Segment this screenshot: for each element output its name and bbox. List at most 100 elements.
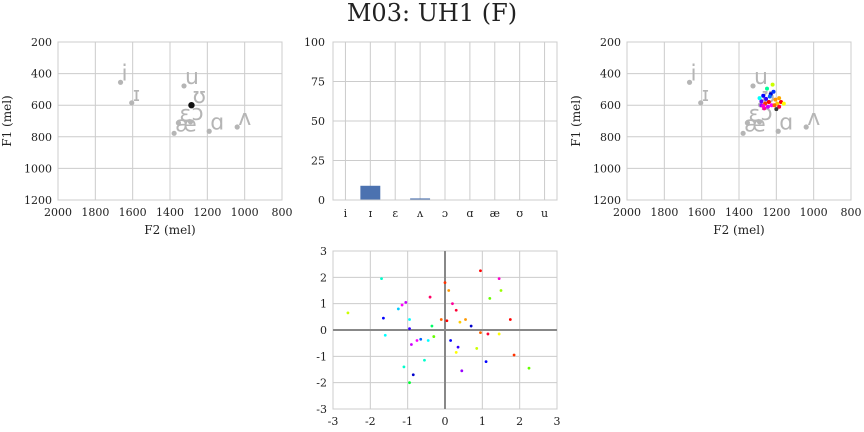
vowel-space-right-x-tick-label: 800 [841,206,862,219]
embedding-x-tick-label: -2 [365,415,376,428]
vowel-space-left-vowel-centroid [206,128,212,134]
vowel-space-right-frame-point [765,104,770,109]
embedding-point [484,360,488,363]
vowel-space-right-vowel-centroid [756,119,763,125]
vowel-space-right-vowel-centroid [750,83,756,89]
vowel-space-right-y-tick-label: 600 [600,99,621,112]
embedding-point [486,332,490,336]
vowel-bar-x-tick-label: ʌ [416,207,424,220]
vowel-space-left-current-point [188,102,195,109]
vowel-space-right-frame-point [765,86,769,91]
embedding-point [454,308,458,312]
vowel-space-left-x-tick-label: 1400 [156,206,184,219]
vowel-space-left-vowel-centroid [181,83,187,89]
vowel-space-right-vowel-centroid [698,100,704,106]
vowel-space-right-vowel-label: u [754,65,768,90]
embedding-point [527,366,531,370]
embedding-point [430,324,434,328]
vowel-space-right-frame-point [773,97,778,102]
vowel-space-left-vowel-label: æ [175,112,197,137]
vowel-space-right-vowel-label: ɛ [748,102,760,127]
vowel-space-left-x-axis-label: F2 (mel) [144,223,195,237]
embedding-y-tick-label: 0 [320,324,327,337]
vowel-space-right-frame-point [757,96,762,101]
vowel-space-right-frame [626,41,852,201]
embedding-point [499,289,503,292]
vowel-space-left-vowel-label: ɑ [210,110,224,135]
embedding-point [346,311,350,315]
vowel-bar-frame [332,41,558,201]
embedding-y-tick-label: -1 [316,350,327,363]
embedding-x-tick-label: 3 [554,415,561,428]
embedding-point [423,358,426,362]
embedding-point [479,269,482,273]
vowel-space-right-y-tick-label: 1000 [593,162,621,175]
vowel-space-right-y-tick-label: 1200 [593,194,621,207]
embedding-x-tick-label: 0 [442,415,449,428]
vowel-space-right-frame-point [769,103,774,108]
vowel-bar-x-tick-label: ɑ [466,207,473,220]
vowel-bar-x-tick-label: ɪ [369,207,373,220]
embedding-point [426,339,430,342]
embedding-point [411,373,415,377]
vowel-space-right-vowel-centroid [686,79,693,85]
vowel-space-right-y-axis-label: F1 (mel) [569,95,583,146]
embedding-point [475,347,479,350]
vowel-space-left-x-tick-label: 1600 [119,206,147,219]
embedding-point [380,277,383,281]
embedding-scatter-axes: -3 -2 -1 0 1 2 3 -3 -2 -1 0 1 2 3 [316,245,560,428]
embedding-point [410,343,413,346]
embedding-point [456,345,460,349]
vowel-space-right-vowel-label: ɪ [702,82,709,106]
embedding-point [382,316,385,320]
embedding-point [408,381,411,385]
vowel-space-left-vowel-centroid [234,124,240,130]
embedding-point [432,335,436,338]
vowel-space-right-frame-point [777,96,782,101]
vowel-space-right-frame-point [774,107,779,112]
embedding-point [460,369,464,373]
vowel-space-left-vowel-label: ɪ [133,82,140,106]
vowel-space-right-x-tick-label: 1000 [800,206,828,219]
vowel-space-right-frame-point [761,103,766,108]
embedding-point [383,333,387,337]
embedding-point [447,289,451,292]
vowel-space-right-vowel-label: ʌ [807,106,820,131]
embedding-point [408,327,411,331]
vowel-bar-bar [410,198,431,200]
vowel-space-left-vowel-label: ʊ [192,84,206,109]
vowel-space-right-vowel-label: æ [744,112,766,137]
vowel-space-right-vowel-label: i [691,61,697,86]
embedding-point [479,331,482,335]
vowel-space-left-frame [57,41,283,201]
embedding-y-tick-label: -2 [316,377,327,390]
vowel-space-left-x-tick-label: 1200 [193,206,221,219]
embedding-x-tick-label: -3 [328,415,339,428]
vowel-bar-axes: i ɪ ɛ ʌ ɔ ɑ æ ʊ u 0 25 50 75 100 [304,36,558,220]
vowel-space-right-y-tick-label: 800 [600,131,621,144]
embedding-point [449,339,452,342]
vowel-space-right-axes: 2000 1800 1600 1400 1200 1000 800 200 400 600 800 1… [569,36,862,237]
embedding-point [408,318,411,321]
vowel-bar-x-tick-label: ɛ [392,207,398,220]
vowel-bar-y-tick-label: 75 [311,76,325,89]
vowel-bar-x-tick-label: ʊ [516,207,523,220]
vowel-space-left-vowel-label: u [185,65,199,90]
vowel-bar-y-tick-label: 25 [311,155,325,168]
vowel-bar-bar [360,185,381,200]
vowel-space-right-vowel-centroid [744,120,751,126]
embedding-point [469,324,473,328]
vowel-space-left-vowel-centroid [117,79,124,85]
vowel-space-right-x-tick-label: 2000 [613,206,641,219]
vowel-space-left-y-tick-label: 400 [31,68,52,81]
vowel-bar-y-tick-label: 0 [318,194,325,207]
vowel-bar-x-tick-label: u [541,207,548,220]
embedding-point [464,318,467,321]
embedding-y-tick-label: 2 [320,271,327,284]
embedding-x-tick-label: 1 [479,415,486,428]
vowel-bar-x-tick-label: i [344,207,348,220]
embedding-x-tick-label: 2 [516,415,523,428]
vowel-space-right-vowel-centroid [775,128,781,134]
vowel-space-right-frame-point [771,89,776,94]
vowel-space-right-vowel-centroid [803,124,809,130]
